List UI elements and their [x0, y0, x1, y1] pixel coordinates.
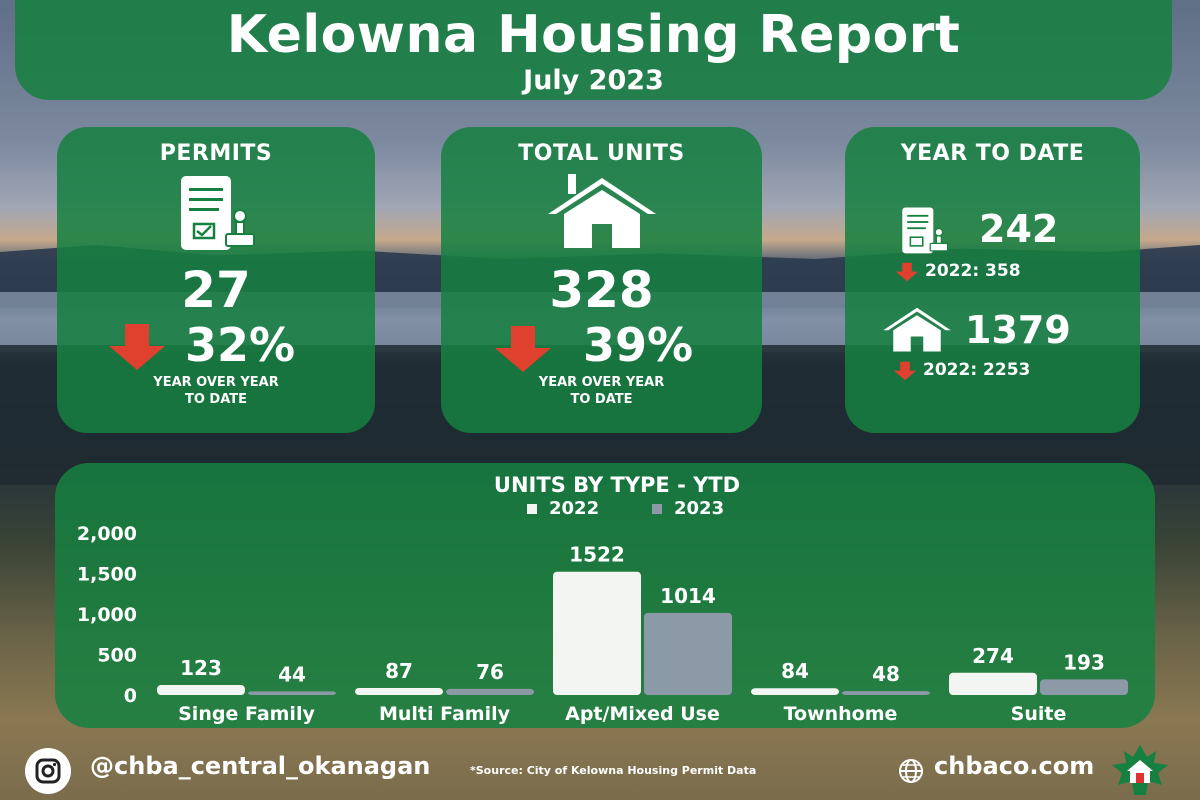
y-tick-label: 1,000 [77, 604, 137, 626]
x-tick-label: Singe Family [178, 703, 315, 725]
y-tick-label: 500 [97, 645, 137, 667]
report-title: Kelowna Housing Report [226, 5, 961, 65]
chart-x-axis: Singe Family Multi Family Apt/Mixed Use Tow… [178, 703, 1066, 725]
ytd-units-prev: 2022: 2253 [923, 360, 1031, 380]
chart-y-axis: 2,000 1,500 1,000 500 0 [77, 523, 137, 707]
bar-value-label: 76 [476, 660, 504, 684]
down-arrow-icon [895, 262, 919, 282]
legend-swatch-2022 [527, 504, 537, 514]
total-units-note-line1: YEAR OVER YEAR [538, 375, 665, 390]
globe-icon [899, 759, 923, 783]
chba-logo-icon [1112, 745, 1168, 795]
source-note: *Source: City of Kelowna Housing Permit … [470, 764, 757, 777]
down-arrow-icon [109, 324, 165, 370]
y-tick-label: 1,500 [77, 564, 137, 586]
y-tick-label: 2,000 [77, 523, 137, 545]
down-arrow-icon [893, 361, 917, 381]
bar-2022-3 [751, 688, 839, 695]
ytd-permits-prev: 2022: 358 [925, 261, 1021, 281]
y-tick-label: 0 [124, 685, 137, 707]
instagram-icon[interactable] [25, 748, 71, 794]
document-stamp-icon [181, 176, 255, 250]
x-tick-label: Suite [1011, 703, 1067, 725]
down-arrow-icon [495, 326, 551, 372]
units-by-type-chart-panel: UNITS BY TYPE - YTD 2022 2023 2,000 1,500 1… [55, 463, 1155, 728]
bar-2022-4 [949, 672, 1037, 695]
total-units-change: 39% [583, 318, 694, 372]
bar-2022-1 [355, 687, 443, 695]
x-tick-label: Apt/Mixed Use [565, 703, 720, 725]
permits-value: 27 [181, 261, 251, 319]
legend-label-2023: 2023 [674, 498, 724, 519]
bar-value-label: 44 [278, 662, 306, 686]
total-units-note-line2: TO DATE [570, 392, 633, 407]
bar-value-label: 193 [1063, 650, 1105, 674]
permits-note-line2: TO DATE [184, 392, 248, 407]
bar-value-label: 1014 [660, 584, 716, 608]
document-stamp-icon [902, 207, 949, 254]
bar-value-label: 274 [972, 644, 1014, 668]
bar-2022-2 [553, 571, 641, 695]
bar-value-label: 84 [781, 659, 809, 683]
ytd-units-value: 1379 [965, 308, 1071, 352]
bar-2022-0 [157, 685, 245, 695]
instagram-handle[interactable]: @chba_central_okanagan [90, 752, 431, 780]
house-icon [547, 174, 656, 248]
bar-value-label: 87 [385, 659, 413, 683]
permits-title: PERMITS [159, 141, 273, 166]
bar-2023-4 [1040, 679, 1128, 695]
total-units-value: 328 [549, 261, 654, 319]
legend-swatch-2023 [652, 504, 662, 514]
x-tick-label: Townhome [784, 703, 898, 725]
website-link[interactable]: chbaco.com [934, 752, 1095, 780]
total-units-title: TOTAL UNITS [518, 141, 685, 166]
house-icon [883, 307, 951, 352]
chart-legend: 2022 2023 [527, 498, 724, 519]
footer: @chba_central_okanagan *Source: City of … [0, 738, 1200, 800]
bar-2023-1 [446, 688, 534, 695]
bar-value-label: 48 [872, 662, 900, 686]
permits-change: 32% [185, 318, 296, 372]
ytd-title: YEAR TO DATE [900, 141, 1085, 166]
permits-card: PERMITS 27 32% YEAR OVER YEAR TO DATE [57, 127, 375, 433]
bar-2023-2 [644, 612, 732, 695]
ytd-permits-value: 242 [979, 207, 1059, 251]
total-units-card: TOTAL UNITS 328 39% YEAR OVER YEAR TO DA… [441, 127, 762, 433]
year-to-date-card: YEAR TO DATE 242 2022: 358 1379 2022: 22… [845, 127, 1140, 433]
legend-label-2022: 2022 [549, 498, 599, 519]
bar-2023-3 [842, 691, 930, 695]
permits-note-line1: YEAR OVER YEAR [153, 375, 279, 390]
bar-value-label: 123 [180, 656, 222, 680]
units-by-type-chart: UNITS BY TYPE - YTD 2022 2023 2,000 1,500 1… [77, 473, 1128, 725]
chart-title: UNITS BY TYPE - YTD [494, 473, 740, 497]
chart-bars: 123 44 87 76 1522 1014 84 48 274 193 [157, 543, 1128, 695]
bar-2023-0 [248, 691, 336, 695]
bar-value-label: 1522 [569, 543, 625, 567]
x-tick-label: Multi Family [379, 703, 511, 725]
report-header: Kelowna Housing Report July 2023 [15, 0, 1172, 100]
report-subtitle: July 2023 [523, 65, 664, 96]
